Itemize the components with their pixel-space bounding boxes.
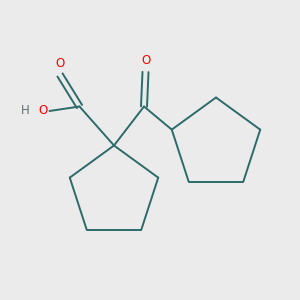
Text: O: O	[56, 57, 64, 70]
Text: O: O	[141, 54, 150, 67]
Text: H: H	[21, 104, 30, 118]
Text: O: O	[39, 104, 48, 118]
